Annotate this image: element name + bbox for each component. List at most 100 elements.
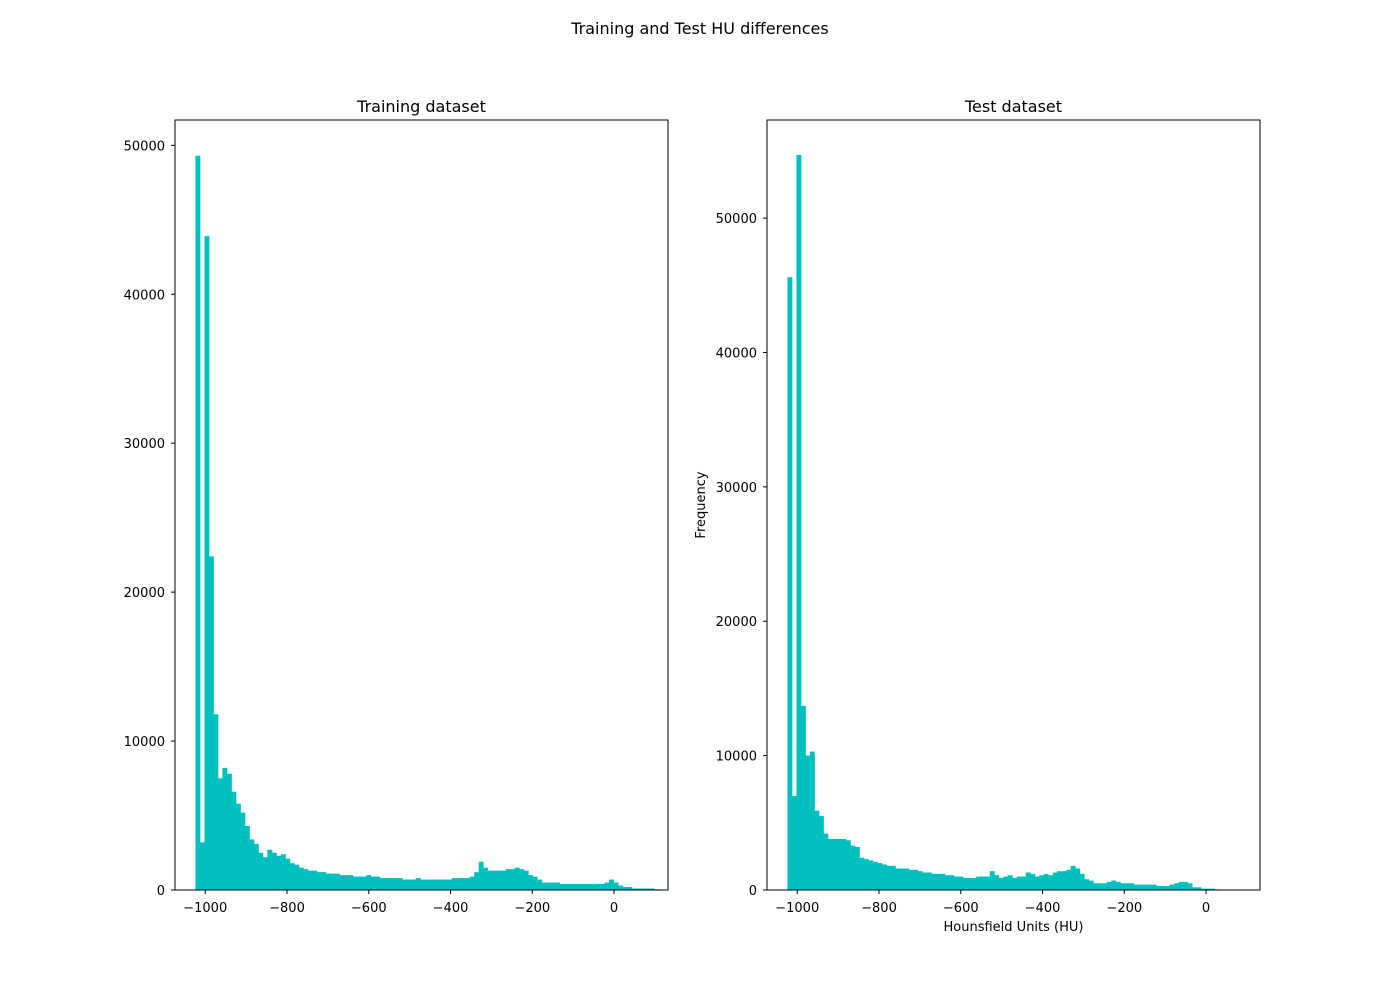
training-histogram-bar [235,803,241,890]
training-histogram-bar [366,875,372,890]
training-histogram-bar [478,861,484,890]
training-histogram-bar [622,887,628,890]
training-histogram-bar [253,843,259,890]
test-histogram-bar [1169,884,1175,890]
test-histogram-bar [1057,871,1063,890]
test-histogram-bar [1075,868,1081,890]
test-histogram-bar [1012,877,1018,890]
training-bars [195,155,659,891]
test-histogram-bar [953,876,959,890]
test-histogram-bar [805,755,811,890]
test-histogram-bar [1174,883,1180,890]
test-histogram-bar [1133,884,1139,890]
training-histogram-bar [379,878,385,890]
training-histogram-bar [649,888,655,890]
test-histogram-bar [877,863,883,890]
test-histogram-bar [1156,885,1162,890]
training-histogram-bar [375,876,381,890]
test-histogram-bar [1088,880,1094,890]
training-histogram-bar [550,882,556,890]
test-x-tick-label: −400 [1025,901,1061,916]
training-histogram-bar [226,773,232,890]
training-histogram-bar [334,873,340,890]
test-histogram-bar [1102,883,1108,890]
training-histogram-bar [361,876,367,890]
test-histogram-bar [1061,871,1067,890]
test-histogram-bar [935,873,941,890]
training-histogram-bar [204,236,210,891]
training-panel: Training dataset 0 10000 20000 30000 40000 50… [124,97,669,916]
test-histogram-bar [886,865,892,890]
training-histogram-bar [231,791,237,890]
training-histogram-bar [613,882,619,890]
training-y-axis: 0 10000 20000 30000 40000 50000 [124,139,175,899]
training-y-tick-label: 20000 [124,586,165,601]
training-histogram-bar [627,887,633,890]
test-histogram-bar [859,857,865,890]
training-histogram-bar [600,884,606,890]
training-histogram-bar [541,882,547,890]
test-histogram-bar [1043,873,1049,890]
test-histogram-bar [1142,884,1148,890]
test-histogram-bar [971,877,977,890]
training-histogram-bar [460,878,466,890]
training-histogram-bar [298,867,304,890]
test-histogram-bar [940,873,946,890]
test-histogram-bar [854,847,860,890]
training-histogram-bar [510,869,516,890]
training-y-tick-label: 50000 [124,139,165,154]
test-histogram-bar [1210,888,1216,890]
training-histogram-bar [505,869,511,890]
test-histogram-bar [926,872,932,890]
test-histogram-bar [1093,883,1099,890]
training-histogram-bar [487,870,493,890]
test-histogram-bar [868,860,874,890]
training-histogram-bar [348,875,354,890]
training-histogram-bar [325,873,331,890]
training-histogram-bar [424,879,430,890]
test-histogram-bar [962,877,968,890]
training-histogram-bar [393,878,399,890]
test-histogram-bar [1021,876,1027,890]
test-histogram-bar [845,840,851,890]
training-x-tick-label: −800 [269,901,305,916]
test-histogram-bar [1106,881,1112,890]
test-axes-frame [766,119,1261,891]
test-histogram-bar [980,876,986,890]
test-histogram-bar [841,838,847,890]
test-histogram-bar [958,876,964,890]
training-histogram-bar [262,857,268,890]
test-histogram-bar [899,868,905,890]
test-histogram-bar [1120,883,1126,890]
test-panel: Test dataset 01000020000300004000050000 … [694,97,1261,935]
training-histogram-bar [636,888,642,890]
training-histogram-bar [429,879,435,890]
training-histogram-bar [330,873,336,890]
training-histogram-bar [528,875,534,890]
training-histogram-bar [640,888,646,890]
test-ylabel: Frequency [694,471,709,538]
training-histogram-bar [483,867,489,890]
test-histogram-bar [850,845,856,890]
test-histogram-bar [1178,881,1184,890]
test-histogram-bar [989,871,995,890]
test-histogram-bar [800,705,806,890]
test-histogram-bar [1183,881,1189,890]
training-axes-frame [174,119,669,891]
test-histogram-bar [1115,881,1121,890]
test-y-tick-label: 10000 [716,750,757,765]
test-x-tick-label: 0 [1202,901,1210,916]
test-y-tick-label: 0 [749,884,757,899]
training-histogram-bar [442,879,448,890]
training-histogram-bar [433,879,439,890]
training-histogram-bar [546,882,552,890]
training-histogram-bar [595,884,601,890]
test-histogram-bar [836,838,842,890]
training-histogram-bar [555,882,561,890]
training-histogram-bar [492,870,498,890]
test-histogram-bar [818,816,824,890]
training-histogram-bar [267,849,273,890]
training-histogram-bar [411,879,417,890]
training-histogram-bar [456,878,462,890]
